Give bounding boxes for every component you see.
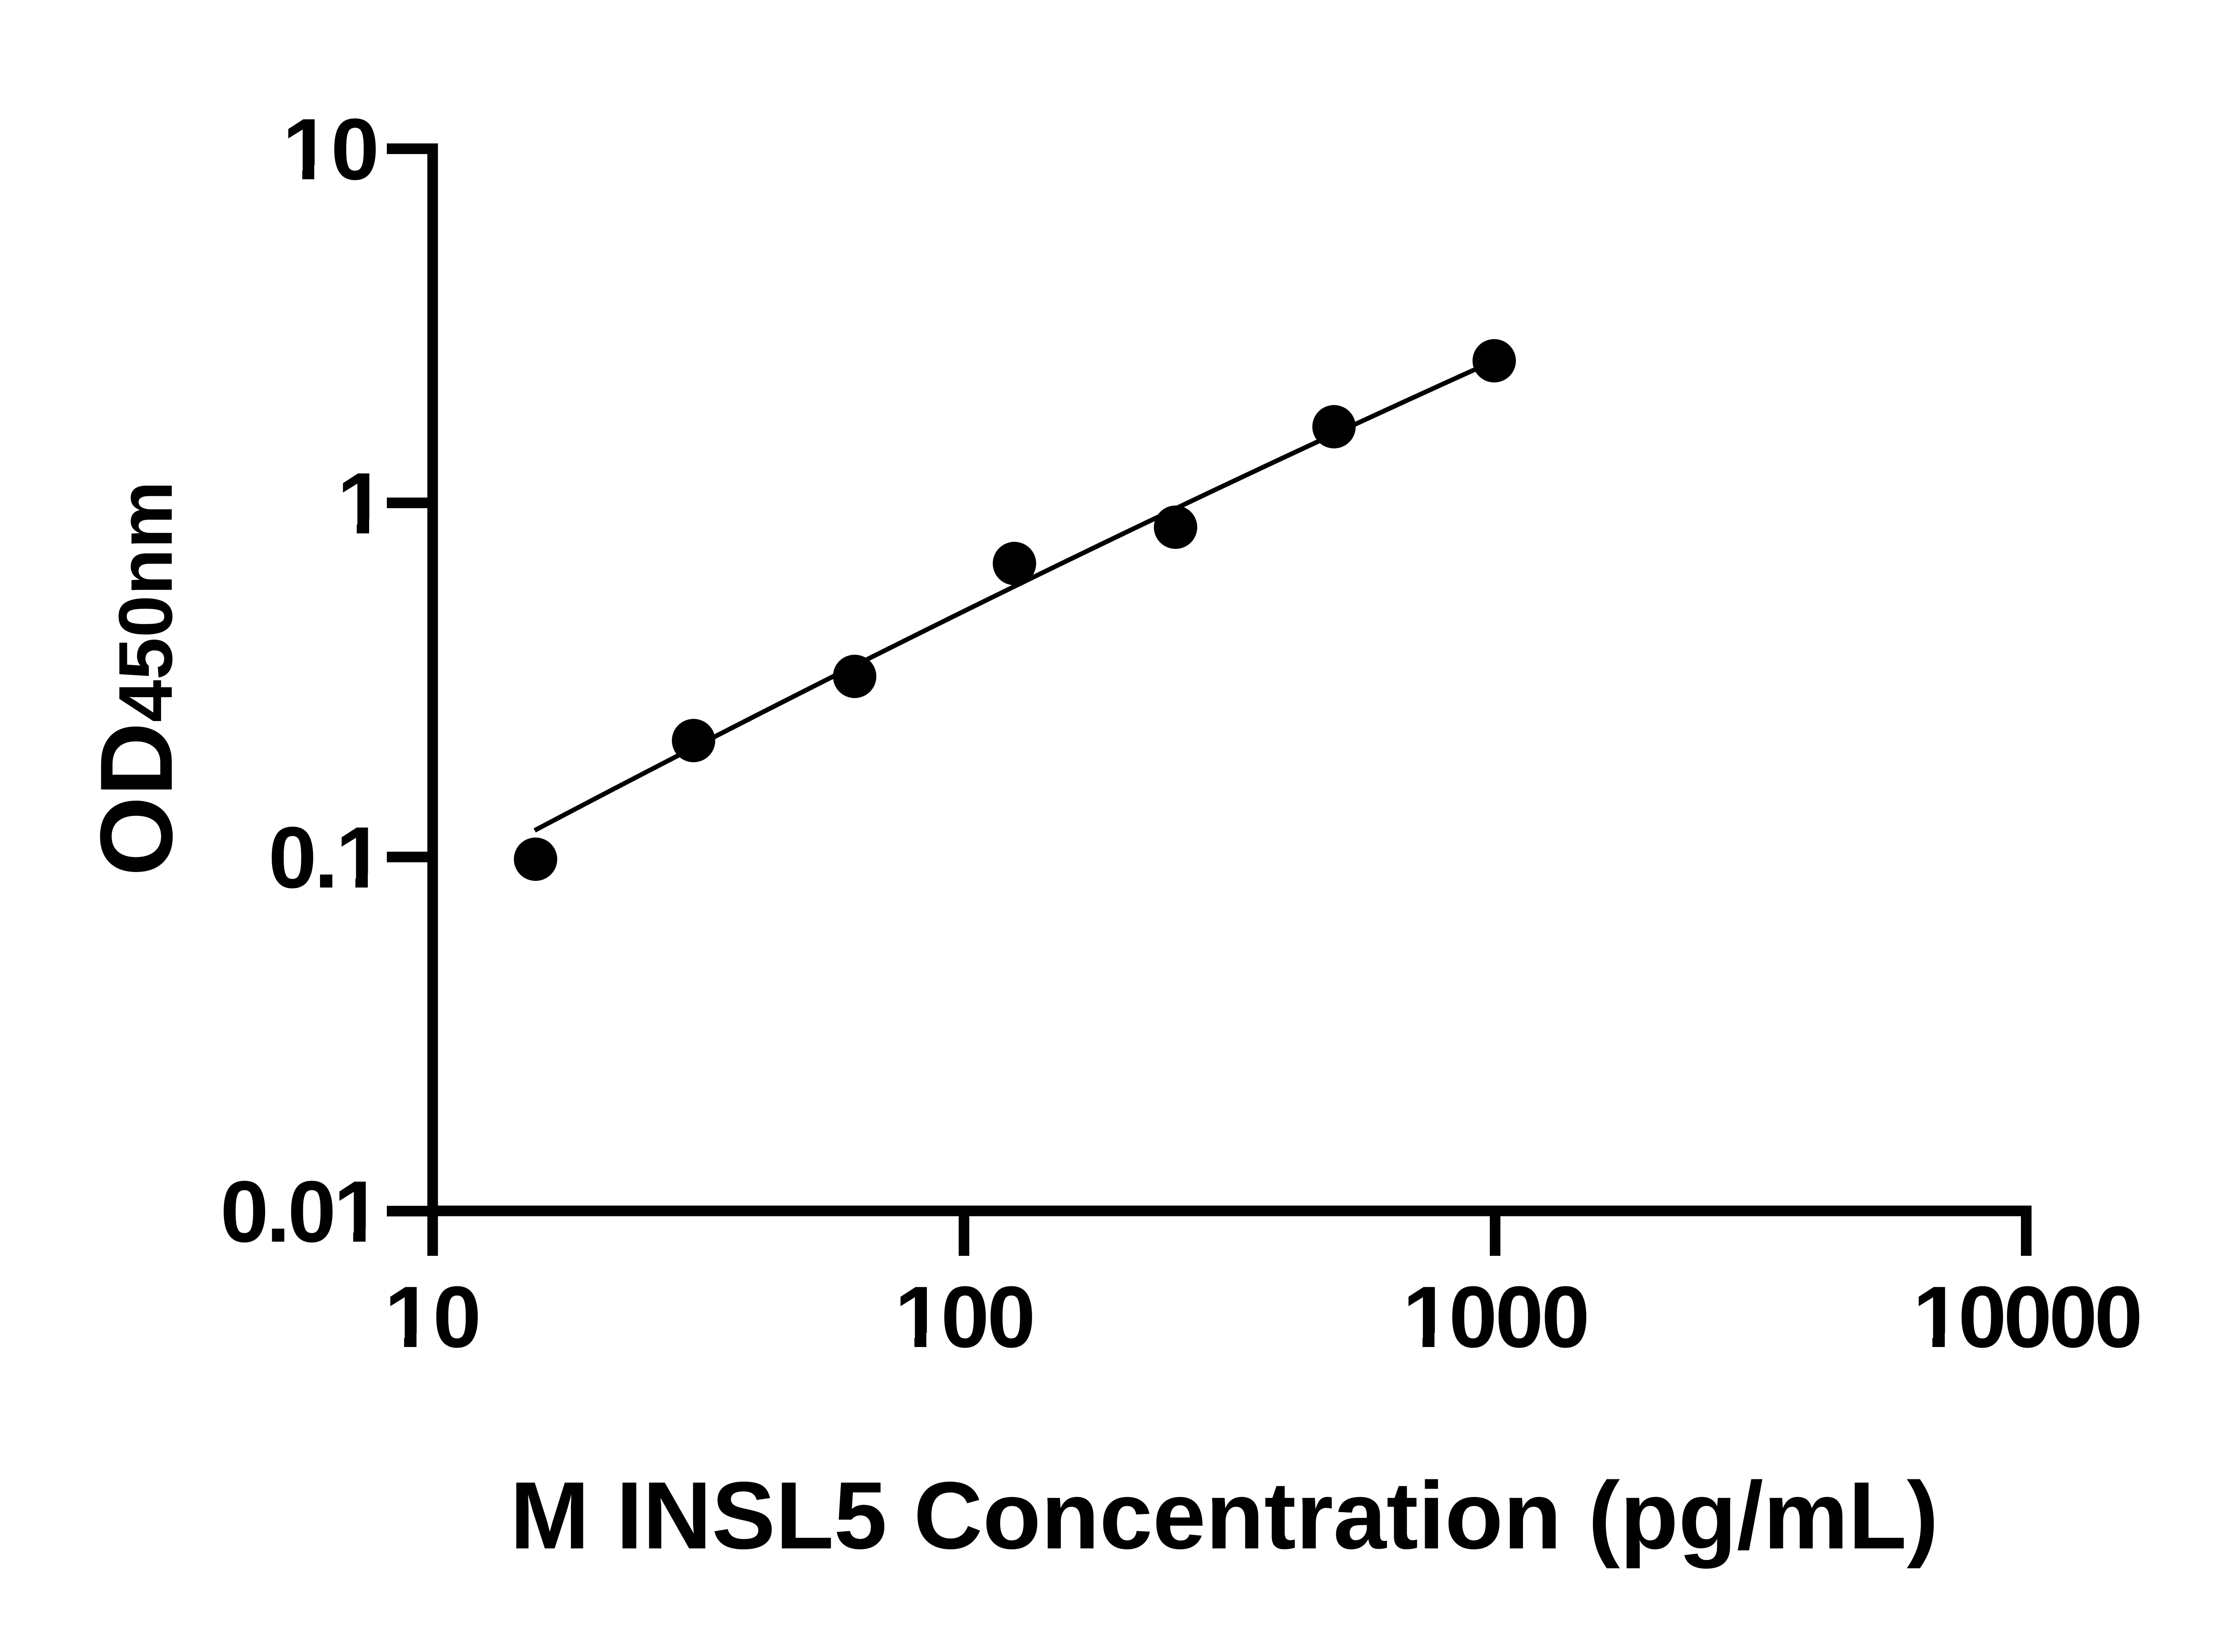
svg-text:M INSL5 Concentration (pg/mL): M INSL5 Concentration (pg/mL): [510, 1462, 1939, 1569]
svg-text:0.1: 0.1: [268, 809, 382, 906]
svg-text:100: 100: [894, 1268, 1033, 1366]
svg-text:10: 10: [384, 1268, 481, 1366]
svg-text:10: 10: [282, 100, 379, 198]
svg-text:1000: 1000: [1403, 1268, 1588, 1366]
svg-text:1: 1: [337, 455, 386, 552]
svg-text:0.01: 0.01: [220, 1163, 380, 1260]
svg-text:10000: 10000: [1913, 1268, 2140, 1366]
